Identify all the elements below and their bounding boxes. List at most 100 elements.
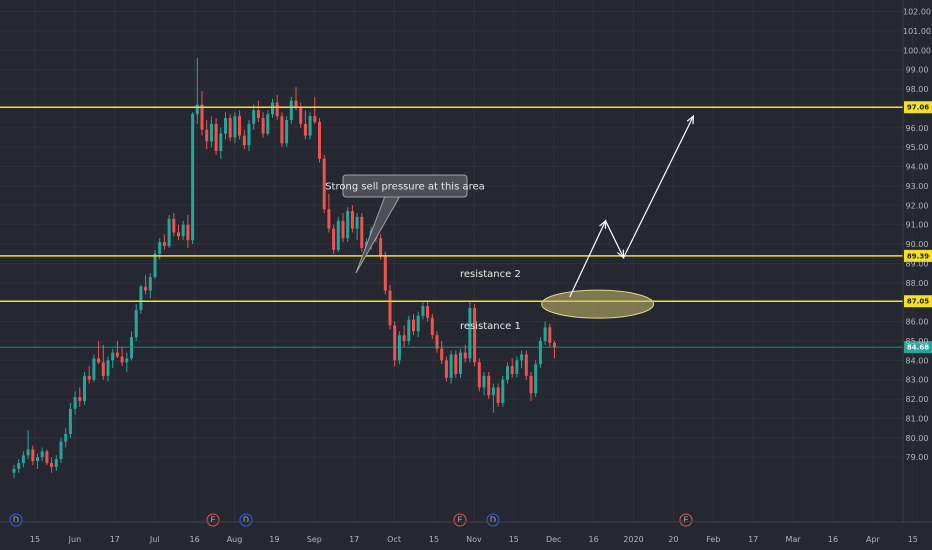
candle-23 — [120, 346, 124, 367]
candle-22 — [115, 340, 119, 359]
x-tick-label-10: 15 — [429, 535, 439, 544]
candle-body-71 — [346, 211, 350, 239]
candle-body-42 — [209, 123, 213, 142]
price-level-tag-3 — [904, 341, 932, 354]
x-tick-label-19: Mar — [786, 535, 802, 544]
candle-body-66 — [322, 158, 326, 210]
candle-body-46 — [228, 118, 232, 138]
candle-body-115 — [553, 342, 556, 348]
candle-body-17 — [92, 358, 96, 380]
candle-body-65 — [318, 121, 321, 159]
candle-body-72 — [350, 211, 354, 229]
event-marker-circle-4 — [486, 513, 500, 527]
candle-body-83 — [402, 335, 406, 341]
candle-body-10 — [59, 441, 63, 460]
x-tick-label-8: 17 — [349, 535, 359, 544]
y-tick-label-18: 99.00 — [906, 66, 929, 75]
candle-body-51 — [252, 110, 256, 124]
candle-86 — [416, 311, 420, 338]
candle-body-56 — [275, 102, 279, 117]
candle-body-39 — [195, 104, 199, 115]
x-tick-label-3: Jul — [149, 535, 160, 544]
x-tick-label-9: Oct — [387, 535, 401, 544]
candle-body-15 — [83, 375, 86, 402]
price-level-tag-0 — [904, 101, 932, 114]
candle-93 — [449, 350, 453, 384]
candle-112 — [538, 337, 542, 369]
arrowheads — [599, 114, 695, 259]
candle-body-14 — [78, 397, 82, 402]
candle-3 — [26, 430, 30, 460]
candle-50 — [247, 120, 251, 152]
candle-21 — [111, 348, 115, 369]
candle-body-112 — [538, 340, 542, 365]
x-tick-label-4: 16 — [190, 535, 200, 544]
y-tick-label-17: 98.00 — [906, 85, 929, 94]
event-marker-label-3: E — [457, 516, 462, 525]
candle-100 — [482, 371, 486, 396]
price-level-label-1: 89.39 — [907, 252, 929, 260]
candle-body-52 — [256, 110, 260, 119]
event-marker-circle-2 — [239, 513, 253, 527]
candle-48 — [238, 110, 242, 140]
candle-body-21 — [111, 352, 115, 361]
event-marker-circle-3 — [453, 513, 467, 527]
candle-body-67 — [327, 209, 331, 229]
candle-body-81 — [393, 325, 397, 361]
candle-body-107 — [515, 360, 519, 374]
candle-4 — [31, 445, 35, 465]
candle-87 — [421, 302, 425, 320]
x-tick-label-21: Apr — [866, 535, 881, 544]
candle-102 — [491, 383, 495, 413]
candle-57 — [280, 112, 284, 148]
candle-91 — [440, 340, 444, 365]
x-tick-label-11: Nov — [466, 535, 482, 544]
candle-44 — [219, 127, 223, 159]
candle-body-55 — [271, 102, 274, 115]
y-tick-label-7: 86.00 — [906, 318, 929, 327]
candle-body-96 — [463, 352, 467, 359]
price-level-label-3: 84.68 — [907, 344, 929, 352]
candle-38 — [191, 112, 195, 245]
candle-65 — [318, 118, 321, 163]
x-tick-label-0: 15 — [30, 535, 40, 544]
candle-body-78 — [379, 238, 383, 256]
candle-47 — [233, 112, 237, 144]
candle-body-37 — [186, 224, 190, 241]
candle-26 — [134, 304, 138, 341]
candle-body-11 — [64, 433, 68, 442]
candle-body-43 — [214, 123, 218, 152]
candle-89 — [430, 313, 434, 340]
candle-body-86 — [416, 315, 420, 332]
candle-body-85 — [412, 319, 415, 332]
candle-73 — [355, 213, 359, 241]
candle-40 — [200, 90, 204, 136]
candle-59 — [289, 96, 293, 124]
candle-body-99 — [477, 362, 481, 388]
event-marker-2: D — [239, 513, 253, 527]
candle-105 — [506, 362, 509, 384]
x-tick-label-13: Dec — [546, 535, 561, 544]
candle-body-18 — [97, 358, 101, 363]
candle-body-68 — [332, 228, 336, 250]
candle-body-73 — [355, 216, 359, 229]
candle-70 — [341, 213, 345, 243]
x-tick-label-20: 16 — [828, 535, 838, 544]
candle-body-82 — [397, 335, 401, 361]
candle-55 — [271, 98, 274, 119]
price-axis[interactable]: 79.00 80.00 81.00 82.00 83.00 84.00 85.00 86.00… — [903, 8, 931, 463]
resistance-2-label: resistance 2 — [460, 269, 521, 280]
y-tick-label-16: 96.00 — [906, 124, 929, 133]
event-marker-5: E — [679, 513, 693, 527]
time-axis[interactable]: 15 Jun 17 Jul 16 Aug 19 Sep 17 Oct 15 Nov 15 Dec 16 202… — [30, 535, 918, 544]
x-tick-label-1: Jun — [68, 535, 82, 544]
y-tick-label-14: 94.00 — [906, 163, 929, 172]
y-tick-label-6: 85.00 — [906, 337, 929, 346]
candle-body-9 — [54, 459, 58, 467]
candle-41 — [205, 120, 209, 150]
candle-81 — [393, 321, 397, 367]
y-tick-label-20: 101.00 — [903, 27, 931, 36]
candle-9 — [54, 455, 58, 471]
